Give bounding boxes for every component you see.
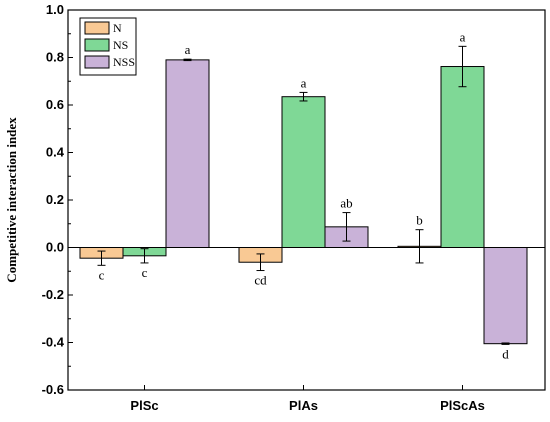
bar-nss-plsc <box>165 59 210 248</box>
y-tick-label: 0.8 <box>46 50 64 65</box>
significance-label: a <box>185 42 191 57</box>
y-tick-label: -0.4 <box>42 335 65 350</box>
y-tick-label: -0.6 <box>42 382 64 397</box>
x-tick-label: PlSc <box>130 398 158 413</box>
significance-label: c <box>99 267 105 282</box>
legend-swatch-nss <box>84 55 110 69</box>
plot-area: c cd b c a a a ab d <box>68 29 545 361</box>
legend-label-ns: NS <box>113 38 128 52</box>
legend: N NS NSS <box>79 17 137 76</box>
x-tick-label: PlAs <box>289 398 318 413</box>
bar-ns-plas <box>281 96 326 248</box>
significance-label: b <box>416 213 423 228</box>
significance-label: c <box>142 265 148 280</box>
significance-label: d <box>502 346 509 361</box>
y-tick-label: 0.6 <box>46 97 64 112</box>
y-tick-label: 0.2 <box>46 192 64 207</box>
significance-label: a <box>460 29 466 44</box>
legend-label-n: N <box>113 21 122 35</box>
legend-label-nss: NSS <box>113 55 135 69</box>
x-tick-label: PlScAs <box>440 398 485 413</box>
y-tick-label: 0.4 <box>46 145 65 160</box>
legend-swatch-ns <box>84 38 110 52</box>
significance-label: cd <box>254 273 267 288</box>
y-tick-label: 0.0 <box>46 240 64 255</box>
y-axis-title: Competitive interaction index <box>4 117 19 283</box>
axes: -0.6 -0.4 -0.2 0.0 0.2 0.4 0.6 0.8 1.0 PlSc PlAs Pl… <box>42 2 546 413</box>
legend-swatch-n <box>84 21 110 35</box>
y-tick-label: 1.0 <box>46 2 64 17</box>
y-tick-label: -0.2 <box>42 287 64 302</box>
bar-nss-plscas <box>483 247 528 345</box>
bar-ns-plscas <box>440 66 485 249</box>
significance-label: a <box>301 75 307 90</box>
significance-label: ab <box>340 196 352 211</box>
